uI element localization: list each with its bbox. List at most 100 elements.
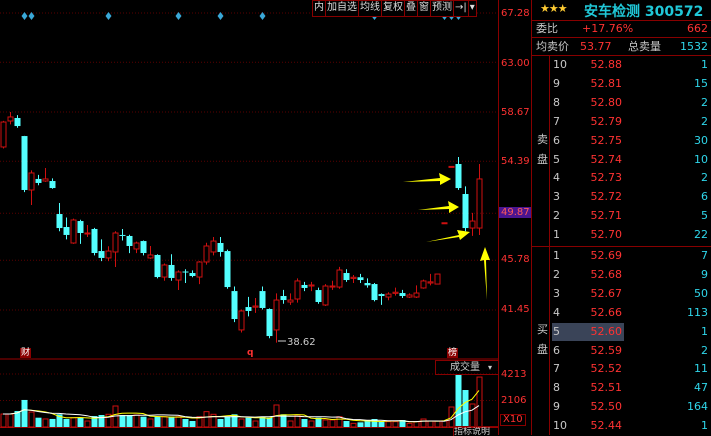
candle-body <box>56 214 63 229</box>
candle <box>7 112 14 125</box>
sell-level-row[interactable]: 7 52.79 2 <box>532 113 711 131</box>
level-number: 2 <box>553 209 560 223</box>
toolbar-forecast[interactable]: 预测 <box>431 1 454 16</box>
volume-axis-label: 2106 <box>501 395 527 406</box>
candle-body <box>42 178 49 182</box>
buy-level-row[interactable]: 6 52.59 2 <box>532 342 711 360</box>
level-number: 5 <box>553 324 560 338</box>
candle <box>259 286 266 310</box>
volume-bar <box>196 416 203 428</box>
candle-body <box>154 254 161 278</box>
candle <box>357 273 364 284</box>
candle <box>399 289 406 298</box>
volume-bar <box>469 403 476 428</box>
selection-highlight <box>552 322 624 341</box>
candle-body <box>343 273 350 281</box>
buy-level-row[interactable]: 5 52.60 1 <box>532 322 711 341</box>
sell-level-row[interactable]: 5 52.74 10 <box>532 151 711 169</box>
level-price: 52.70 <box>590 228 623 242</box>
volume-bar <box>224 416 231 427</box>
volume-bar <box>154 416 161 427</box>
buy-level-row[interactable]: 1 52.69 7 <box>532 247 711 265</box>
candles <box>0 112 483 343</box>
q-marker[interactable]: q <box>247 348 254 358</box>
level-price: 52.69 <box>590 249 623 262</box>
candle-body <box>252 305 259 308</box>
toolbar-moving-average[interactable]: 均线 <box>359 1 382 16</box>
sell-side-label: 卖盘 <box>537 133 548 166</box>
volume-bar <box>168 416 175 427</box>
buy-level-row[interactable]: 8 52.51 47 <box>532 379 711 397</box>
candle-body <box>448 165 455 168</box>
sell-level-row[interactable]: 6 52.75 30 <box>532 132 711 150</box>
arrow-icon <box>480 247 490 300</box>
candle <box>28 170 35 206</box>
divider <box>549 56 550 435</box>
candle-body <box>35 178 42 183</box>
volume-bar <box>189 420 196 427</box>
volume-bar <box>84 420 91 428</box>
volume-bar <box>70 417 77 428</box>
candle-body <box>441 222 448 225</box>
candle-body <box>126 235 133 246</box>
toolbar-window[interactable]: 窗 <box>418 1 431 16</box>
candle <box>378 293 385 305</box>
toolbar-inner[interactable]: 内 <box>313 1 326 16</box>
sell-level-row[interactable]: 2 52.71 5 <box>532 207 711 225</box>
sell-level-row[interactable]: 3 52.72 6 <box>532 188 711 206</box>
volume-bar <box>315 417 322 427</box>
buy-level-row[interactable]: 7 52.52 11 <box>532 360 711 378</box>
expand-icon[interactable]: →| <box>454 1 469 16</box>
indicator-selector[interactable]: 成交量 ▾ <box>435 360 498 375</box>
volume-bar <box>161 416 168 428</box>
kline-chart[interactable]: 38.62 <box>0 0 498 435</box>
price-axis-label: 45.78 <box>501 254 530 265</box>
sell-level-row[interactable]: 8 52.80 2 <box>532 94 711 112</box>
candle <box>147 245 154 259</box>
low-annotation: 38.62 <box>278 337 316 348</box>
toolbar-adjust[interactable]: 复权 <box>382 1 405 16</box>
buy-level-row[interactable]: 3 52.67 50 <box>532 285 711 303</box>
arrow-icon <box>403 173 451 185</box>
candle <box>455 156 462 190</box>
candle-body <box>49 181 56 189</box>
candle-body <box>168 264 175 278</box>
volume-bar <box>441 420 448 428</box>
level-number: 4 <box>553 171 560 185</box>
indicator-help-button[interactable]: 指标说明 <box>453 426 498 436</box>
level-number: 3 <box>553 286 560 300</box>
level-number: 5 <box>553 152 560 166</box>
sell-level-row[interactable]: 4 52.73 2 <box>532 169 711 187</box>
ranking-marker[interactable]: 榜 <box>447 348 459 358</box>
buy-level-row[interactable]: 2 52.68 9 <box>532 266 711 284</box>
sell-level-row[interactable]: 10 52.88 1 <box>532 56 711 74</box>
candle-body <box>364 283 371 286</box>
sell-level-row[interactable]: 9 52.81 15 <box>532 75 711 93</box>
toolbar-add-watchlist[interactable]: 加自选 <box>326 1 359 16</box>
volume-bar <box>91 416 98 427</box>
candle <box>161 263 168 281</box>
candle-body <box>196 261 203 278</box>
candle <box>224 249 231 289</box>
buy-level-row[interactable]: 4 52.66 113 <box>532 304 711 322</box>
buy-level-row[interactable]: 9 52.50 164 <box>532 398 711 416</box>
buy-level-row[interactable]: 10 52.44 1 <box>532 417 711 435</box>
weibi-pct: +17.76% <box>582 22 634 35</box>
level-volume: 2 <box>701 343 708 357</box>
candle <box>280 289 287 304</box>
candle <box>294 278 301 303</box>
level-volume: 22 <box>694 228 708 242</box>
candle <box>462 186 469 232</box>
candle <box>140 240 147 256</box>
volume-bar <box>399 420 406 427</box>
candle-body <box>329 285 336 288</box>
chevron-down-icon[interactable]: ▾ <box>488 363 493 372</box>
sell-level-row[interactable]: 1 52.70 22 <box>532 226 711 244</box>
chevron-down-icon[interactable]: ▾ <box>469 2 475 13</box>
finance-marker[interactable]: 财 <box>20 348 32 358</box>
toolbar-overlay[interactable]: 叠 <box>405 1 418 16</box>
level-price: 52.72 <box>590 190 623 204</box>
volume-bar <box>28 411 35 428</box>
candle-body <box>189 273 196 277</box>
candle <box>287 293 294 305</box>
